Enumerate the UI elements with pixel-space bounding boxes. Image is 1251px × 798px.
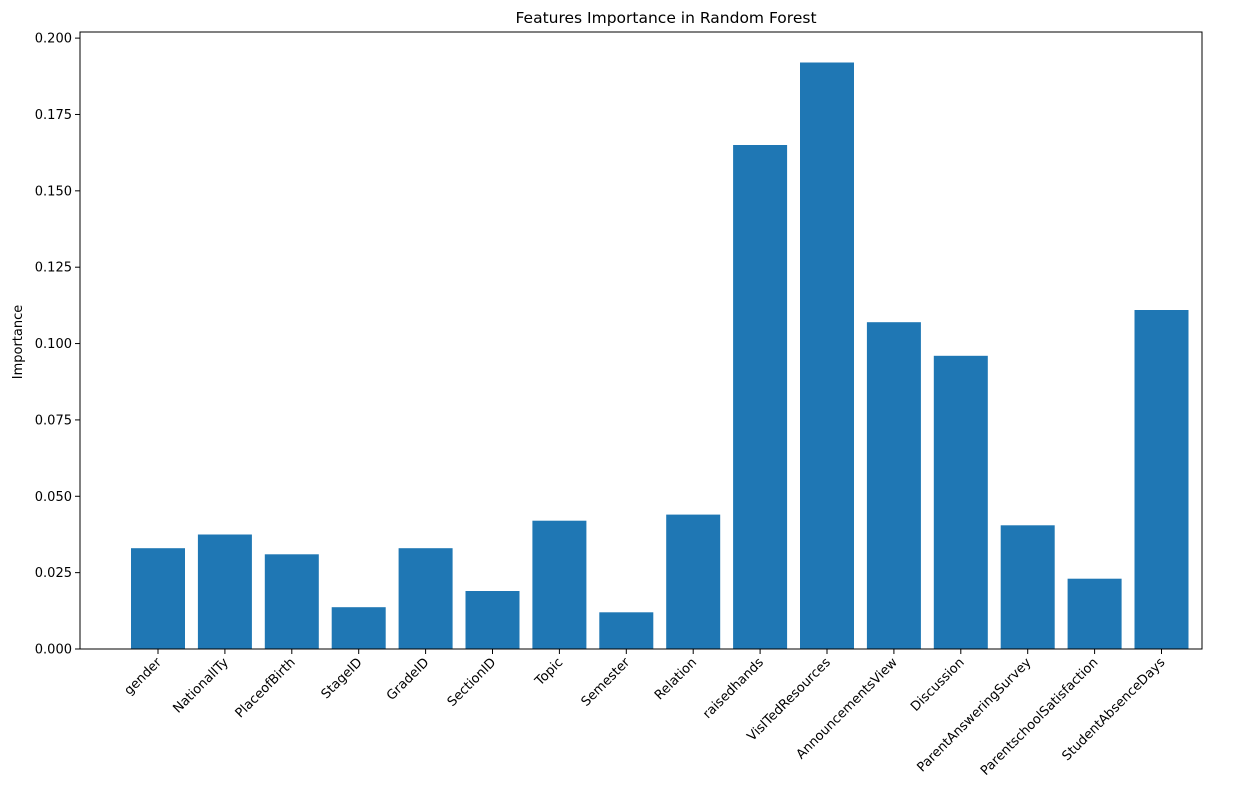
bar-SectionID [465,591,520,649]
x-tick-label: raisedhands [700,655,767,722]
y-tick-label: 0.050 [35,490,72,505]
y-tick-label: 0.075 [35,413,72,428]
bar-StudentAbsenceDays [1134,310,1189,649]
y-tick-label: 0.000 [35,643,72,658]
x-tick-label: SectionID [445,655,500,710]
x-tick-label: Relation [652,655,700,703]
bar-Relation [666,514,721,649]
bar-VisITedResources [800,62,854,649]
x-tick-label: Topic [532,655,566,689]
y-tick-label: 0.025 [35,566,72,581]
y-tick-label: 0.125 [35,261,72,276]
bar-AnnouncementsView [866,322,921,649]
y-ticks: 0.000 0.025 0.050 0.075 0.100 0.125 0.150 0.175… [35,32,80,658]
x-tick-label: StageID [319,655,366,702]
x-tick-label: Semester [579,655,634,710]
x-tick-label: ParentAnsweringSurvey [914,655,1034,775]
y-tick-label: 0.150 [35,184,72,199]
x-tick-label: GradeID [384,655,432,703]
x-tick-label: PlaceofBirth [233,655,299,721]
x-tick-label: ParentschoolSatisfaction [978,655,1101,778]
bar-PlaceofBirth [264,554,319,649]
bar-StageID [331,607,386,649]
y-tick-label: 0.100 [35,337,72,352]
x-tick-label: Discussion [908,655,967,714]
y-tick-label: 0.200 [35,32,72,47]
bar-Topic [532,520,587,649]
x-tick-label: NationalITy [170,655,231,716]
bar-ParentschoolSatisfaction [1067,578,1122,649]
y-axis-label: Importance [11,305,26,380]
x-tick-label: gender [122,655,166,699]
plot-frame [79,31,1203,650]
bar-Semester [599,612,654,649]
bar-raisedhands [733,145,788,649]
chart-title: Features Importance in Random Forest [515,9,816,27]
bar-GradeID [398,548,453,649]
x-ticks: gender NationalITy PlaceofBirth StageID Grad… [122,649,1168,779]
y-tick-label: 0.175 [35,108,72,123]
bar-ParentAnsweringSurvey [1000,525,1055,649]
bar-gender [131,548,185,649]
bar-NationalITy [197,534,252,649]
bar-Discussion [933,355,988,649]
bars-layer [131,62,1189,649]
